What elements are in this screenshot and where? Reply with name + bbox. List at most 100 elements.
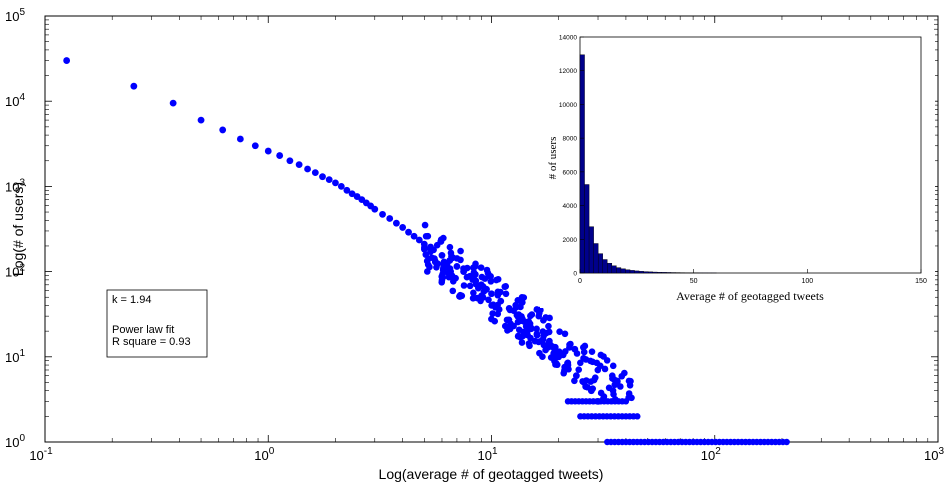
main-data-point (545, 322, 552, 330)
inset-y-tick-label: 0 (573, 271, 577, 278)
inset-chart: 0 50 100 150 0 2000 4000 6000 8000 10000 12000 1400… (540, 30, 935, 308)
main-data-point (236, 135, 244, 143)
main-data-point (543, 329, 550, 337)
main-data-point (561, 330, 569, 338)
inset-y-axis-label: # of users (547, 137, 559, 180)
main-data-point (601, 365, 609, 373)
main-data-point (449, 254, 456, 262)
main-data-point (457, 247, 464, 255)
main-data-point (597, 351, 605, 359)
inset-bar (607, 263, 613, 274)
main-data-point (783, 438, 790, 446)
main-data-point (533, 306, 541, 313)
main-data-point (448, 272, 456, 279)
main-data-point (487, 278, 495, 285)
main-data-point (634, 413, 641, 420)
inset-bar (597, 253, 603, 274)
inset-bar (602, 259, 608, 274)
inset-x-tick-label: 50 (690, 278, 698, 285)
main-data-point (63, 57, 71, 64)
main-data-point (460, 282, 468, 289)
main-data-point (405, 228, 412, 236)
main-y-axis-label: Log(# of users) (10, 182, 26, 276)
main-data-point (337, 183, 345, 190)
fit-r-square: R square = 0.93 (112, 336, 191, 348)
main-data-point (555, 348, 563, 356)
main-data-point (528, 311, 536, 318)
fit-annotation: k = 1.94 Power law fit R square = 0.93 (106, 289, 208, 358)
main-data-point (501, 322, 509, 330)
inset-bar (629, 270, 635, 274)
main-data-point (560, 369, 568, 377)
main-data-point (421, 245, 428, 253)
main-data-point (609, 375, 616, 382)
main-data-point (472, 271, 479, 278)
main-data-point (597, 389, 605, 397)
main-data-point (580, 354, 587, 362)
main-data-point (625, 390, 633, 397)
main-data-point (614, 377, 621, 385)
main-data-point (438, 273, 446, 280)
main-data-point (564, 359, 572, 367)
main-data-point (479, 294, 487, 301)
main-data-point (514, 332, 522, 340)
main-x-axis-label: Log(average # of geotagged tweets) (379, 466, 604, 482)
main-x-tick-label: 102 (701, 446, 721, 463)
main-data-point (469, 294, 477, 302)
main-data-point (566, 341, 573, 349)
main-data-point (565, 365, 572, 373)
main-data-point (494, 275, 502, 283)
main-data-point (571, 377, 578, 385)
main-data-point (433, 263, 440, 271)
inset-bar (616, 267, 622, 274)
main-data-point (489, 310, 496, 317)
main-data-point (463, 264, 471, 272)
inset-bar (584, 184, 590, 274)
main-data-point (433, 241, 441, 249)
main-data-point (510, 322, 517, 330)
inset-bar (593, 243, 599, 274)
main-data-point (506, 306, 514, 314)
main-data-point (469, 276, 476, 283)
inset-bar (620, 268, 626, 274)
inset-bar (638, 271, 644, 274)
main-data-point (386, 215, 394, 222)
inset-x-tick-label: 0 (578, 278, 582, 285)
main-data-point (470, 289, 477, 297)
inset-axis-ticks: 0 50 100 150 0 2000 4000 6000 8000 10000 12000 1400… (559, 35, 927, 286)
main-x-tick-label: 101 (477, 446, 497, 463)
inset-bar (652, 271, 658, 274)
main-data-point (348, 190, 356, 198)
main-data-point (410, 232, 418, 240)
main-data-point (424, 268, 431, 275)
main-data-point (531, 337, 539, 345)
main-data-point (456, 293, 464, 300)
inset-bar (661, 272, 667, 274)
main-data-point (478, 273, 486, 281)
main-data-point (130, 82, 138, 90)
main-data-point (552, 343, 559, 351)
main-data-point (325, 176, 333, 184)
main-data-point (457, 256, 464, 264)
inset-y-tick-label: 2000 (563, 237, 578, 244)
main-y-tick-label: 101 (5, 348, 25, 365)
main-data-point (518, 339, 526, 346)
main-data-point (197, 116, 205, 124)
main-data-point (485, 296, 492, 304)
main-data-point (393, 219, 400, 227)
inset-y-tick-label: 10000 (559, 102, 577, 109)
inset-y-tick-label: 4000 (563, 203, 578, 210)
main-data-points (63, 57, 790, 446)
main-data-point (399, 224, 407, 231)
main-data-point (319, 173, 326, 181)
main-x-tick-label: 100 (254, 446, 274, 463)
main-data-point (533, 325, 540, 333)
main-y-tick-label: 103 (5, 177, 25, 194)
main-data-point (488, 302, 495, 309)
inset-bar (643, 271, 649, 274)
inset-y-tick-label: 12000 (559, 68, 577, 75)
main-data-point (515, 311, 522, 318)
main-data-point (332, 179, 339, 187)
main-data-point (582, 377, 590, 384)
